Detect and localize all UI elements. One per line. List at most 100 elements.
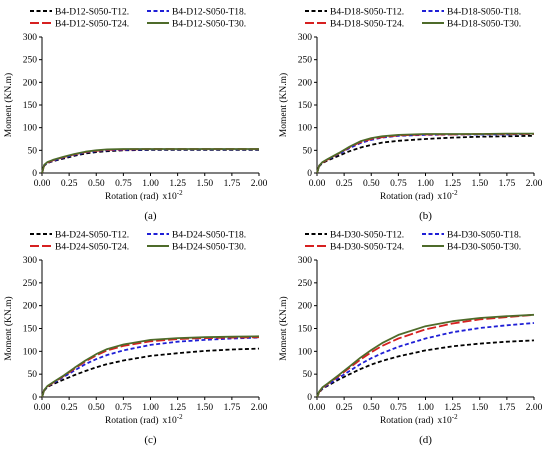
series-line: [316, 132, 534, 174]
y-tick-label: 250: [298, 279, 313, 289]
y-tick-label: 300: [23, 256, 38, 266]
y-axis-title: Moment (KN.m): [3, 73, 14, 137]
x-tick-label: 1.25: [444, 179, 461, 189]
x-axis-title: Rotation (rad): [105, 191, 159, 202]
legend-label: B4-D24-S050-T30.: [172, 243, 246, 253]
legend-label: B4-D12-S050-T12.: [55, 8, 129, 18]
y-tick-label: 150: [23, 325, 38, 335]
y-tick-label: 0: [32, 169, 37, 179]
y-tick-label: 50: [303, 370, 313, 380]
x-tick-label: 0.75: [390, 403, 407, 413]
chart-panel: B4-D24-S050-T12. B4-D24-S050-T18. B4-D24-S…: [3, 231, 268, 447]
x-tick-label: 0.00: [309, 403, 326, 413]
y-tick-label: 50: [28, 370, 38, 380]
x-tick-label: 2.00: [251, 179, 268, 189]
y-tick-label: 50: [28, 146, 38, 156]
legend-label: B4-D30-S050-T12.: [330, 231, 404, 241]
legend-label: B4-D12-S050-T30.: [172, 20, 246, 30]
series-line: [316, 322, 535, 398]
series-line: [41, 335, 260, 398]
series-line: [41, 148, 259, 174]
x-axis-title: Rotation (rad): [380, 415, 434, 426]
x-tick-label: 2.00: [251, 403, 268, 413]
legend-label: B4-D18-S050-T12.: [330, 8, 404, 18]
y-tick-label: 250: [23, 279, 38, 289]
legend-label: B4-D12-S050-T18.: [172, 8, 246, 18]
y-tick-label: 300: [298, 256, 313, 266]
series-line: [41, 148, 259, 174]
legend-label: B4-D12-S050-T24.: [55, 20, 129, 30]
panel-label: (b): [419, 210, 432, 222]
x-axis-scale-factor: x10-2: [163, 189, 184, 202]
x-tick-label: 1.75: [224, 179, 241, 189]
x-tick-label: 1.50: [196, 403, 213, 413]
x-tick-label: 0.00: [34, 179, 51, 189]
x-tick-label: 1.00: [417, 179, 434, 189]
legend-label: B4-D18-S050-T18.: [447, 8, 521, 18]
y-tick-label: 150: [298, 325, 313, 335]
x-tick-label: 1.50: [196, 179, 213, 189]
chart-panel: B4-D12-S050-T12. B4-D12-S050-T18. B4-D12-S…: [3, 8, 268, 223]
series-line: [316, 134, 535, 174]
x-tick-label: 1.75: [499, 179, 516, 189]
x-tick-label: 0.25: [61, 403, 78, 413]
x-tick-label: 1.75: [224, 403, 241, 413]
x-axis-scale-factor: x10-2: [163, 413, 184, 426]
y-tick-label: 0: [307, 169, 312, 179]
y-tick-label: 200: [298, 302, 313, 312]
x-tick-label: 0.00: [34, 403, 51, 413]
x-tick-label: 1.25: [444, 403, 461, 413]
legend-label: B4-D18-S050-T30.: [447, 20, 521, 30]
series-line: [316, 339, 535, 398]
legend-label: B4-D18-S050-T24.: [330, 20, 404, 30]
x-tick-label: 1.00: [142, 403, 159, 413]
x-tick-label: 1.00: [417, 403, 434, 413]
y-axis-title: Moment (KN.m): [278, 296, 289, 360]
chart-panel: B4-D18-S050-T12. B4-D18-S050-T18. B4-D18-S…: [278, 8, 543, 223]
y-tick-label: 50: [303, 146, 313, 156]
chart-panel: B4-D30-S050-T12. B4-D30-S050-T18. B4-D30-S…: [278, 231, 543, 447]
y-tick-label: 150: [23, 101, 38, 111]
series-line: [316, 313, 535, 398]
x-axis-title: Rotation (rad): [105, 415, 159, 426]
x-tick-label: 0.75: [115, 179, 132, 189]
x-tick-label: 0.50: [363, 403, 380, 413]
y-tick-label: 250: [298, 56, 313, 66]
y-tick-label: 100: [23, 124, 38, 134]
legend-label: B4-D30-S050-T24.: [330, 243, 404, 253]
y-tick-label: 0: [307, 393, 312, 403]
x-tick-label: 1.75: [499, 403, 516, 413]
y-tick-label: 200: [298, 78, 313, 88]
legend-label: B4-D24-S050-T24.: [55, 243, 129, 253]
y-tick-label: 0: [32, 393, 37, 403]
y-tick-label: 300: [298, 33, 313, 43]
x-tick-label: 1.50: [471, 179, 488, 189]
series-line: [41, 148, 259, 174]
x-tick-label: 0.25: [336, 403, 353, 413]
panel-label: (c): [144, 434, 157, 446]
legend-label: B4-D24-S050-T18.: [172, 231, 246, 241]
panel-label: (d): [419, 434, 432, 446]
x-tick-label: 0.50: [88, 179, 105, 189]
y-tick-label: 200: [23, 302, 38, 312]
panel-label: (a): [144, 210, 157, 222]
x-tick-label: 0.50: [88, 403, 105, 413]
x-tick-label: 1.25: [169, 403, 186, 413]
y-tick-label: 250: [23, 56, 38, 66]
x-axis-scale-factor: x10-2: [438, 413, 459, 426]
x-tick-label: 0.75: [115, 403, 132, 413]
x-tick-label: 0.25: [336, 179, 353, 189]
y-tick-label: 100: [298, 124, 313, 134]
x-tick-label: 1.25: [169, 179, 186, 189]
y-tick-label: 100: [298, 347, 313, 357]
legend-label: B4-D24-S050-T12.: [55, 231, 129, 241]
y-tick-label: 150: [298, 101, 313, 111]
x-tick-label: 1.50: [471, 403, 488, 413]
x-tick-label: 0.50: [363, 179, 380, 189]
legend-label: B4-D30-S050-T30.: [447, 243, 521, 253]
y-tick-label: 300: [23, 33, 38, 43]
x-tick-label: 2.00: [526, 403, 543, 413]
x-tick-label: 2.00: [526, 179, 543, 189]
x-tick-label: 1.00: [142, 179, 159, 189]
